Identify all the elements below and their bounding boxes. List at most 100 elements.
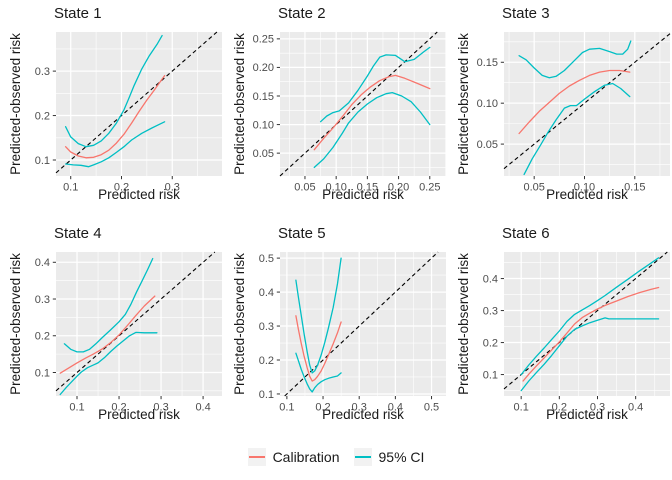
y-tick-label: 0.4 xyxy=(483,273,498,285)
calibration-line xyxy=(522,286,660,382)
minor-gridlines xyxy=(280,32,446,176)
legend-entry-ci: 95% CI xyxy=(353,448,425,466)
major-gridlines xyxy=(56,252,222,396)
95-ci-lower-line xyxy=(523,82,631,176)
y-tick-label: 0.25 xyxy=(253,34,274,46)
panel-plot-state-2: 0.05 0.10 0.15 0.20 0.25 0.05 0.10 0.15 0.20 0.25 xyxy=(253,31,446,194)
x-tick-label: 0.25 xyxy=(419,182,440,194)
x-axis-title: Predicted risk xyxy=(98,407,180,422)
x-tick-label: 0.20 xyxy=(388,182,409,194)
plot-title: State 4 xyxy=(54,225,102,242)
legend-entry-calibration: Calibration xyxy=(247,448,340,466)
minor-gridlines xyxy=(280,252,446,396)
major-gridlines xyxy=(280,32,446,176)
identity-reference-line xyxy=(279,31,438,177)
x-tick-label: 0.1 xyxy=(514,402,529,414)
subplot-state-6: State 6 Predicted-observed risk 0.1 0.2 0.… xyxy=(448,220,672,434)
x-tick-label: 0.1 xyxy=(63,182,78,194)
tick-marks xyxy=(52,70,173,180)
tick-labels: 0.05 0.10 0.15 0.20 0.25 0.05 0.10 0.15 0.20 0.25 xyxy=(253,34,441,194)
x-tick-label: 0.3 xyxy=(590,402,605,414)
y-tick-label: 0.15 xyxy=(253,91,274,103)
identity-reference-line xyxy=(55,31,218,174)
plot-title: State 1 xyxy=(54,5,102,22)
y-tick-label: 0.3 xyxy=(483,305,498,317)
x-tick-label: 0.2 xyxy=(552,402,567,414)
95-ci-lower-line xyxy=(520,317,660,392)
95-ci-upper-line xyxy=(518,40,632,79)
identity-reference-line xyxy=(55,251,216,392)
x-axis-title: Predicted risk xyxy=(546,407,628,422)
x-tick-label: 0.05 xyxy=(523,182,544,194)
calibration-line xyxy=(295,315,342,382)
95-ci-lower-line xyxy=(64,121,166,168)
y-tick-label: 0.10 xyxy=(477,98,498,110)
x-tick-label: 0.15 xyxy=(624,182,645,194)
95-ci-upper-line xyxy=(520,257,660,376)
95-ci-upper-line xyxy=(63,257,154,353)
y-tick-label: 0.1 xyxy=(483,369,498,381)
legend: Calibration 95% CI xyxy=(0,442,672,472)
tick-labels: 0.1 0.2 0.3 0.1 0.2 0.3 xyxy=(35,66,180,194)
x-tick-label: 0.2 xyxy=(114,182,129,194)
x-tick-label: 0.3 xyxy=(165,182,180,194)
x-tick-label: 0.3 xyxy=(352,402,367,414)
y-tick-label: 0.3 xyxy=(259,321,274,333)
tick-marks xyxy=(500,61,636,180)
calibration-line xyxy=(59,295,156,374)
calibration-line xyxy=(64,74,166,159)
subplot-state-1: State 1 Predicted-observed risk 0.1 0.2 0.… xyxy=(0,0,224,214)
panel-plot-state-6: 0.1 0.2 0.3 0.4 0.1 0.2 0.3 0.4 xyxy=(483,251,670,414)
y-tick-label: 0.20 xyxy=(253,62,274,74)
y-tick-label: 0.05 xyxy=(477,139,498,151)
x-tick-label: 0.15 xyxy=(357,182,378,194)
identity-reference-line xyxy=(284,251,439,397)
95-ci-lower-line xyxy=(295,352,342,393)
tick-labels: 0.05 0.10 0.15 0.05 0.10 0.15 xyxy=(477,57,646,193)
calibration-line-icon xyxy=(248,456,265,458)
y-tick-label: 0.2 xyxy=(259,355,274,367)
major-gridlines xyxy=(504,32,670,176)
panel-background xyxy=(280,252,446,396)
tick-marks xyxy=(276,38,431,180)
95-ci-lower-line xyxy=(59,331,158,396)
y-tick-label: 0.05 xyxy=(253,148,274,160)
major-gridlines xyxy=(56,32,222,176)
tick-labels: 0.1 0.2 0.3 0.4 0.1 0.2 0.3 0.4 xyxy=(35,257,211,413)
y-tick-label: 0.4 xyxy=(35,257,50,269)
panel-plot-state-3: 0.05 0.10 0.15 0.05 0.10 0.15 xyxy=(477,32,671,194)
legend-key-ci xyxy=(353,448,372,466)
y-tick-label: 0.1 xyxy=(35,155,50,167)
y-tick-label: 0.5 xyxy=(259,253,274,265)
x-tick-label: 0.2 xyxy=(111,402,126,414)
minor-gridlines xyxy=(56,32,222,176)
major-gridlines xyxy=(504,252,670,396)
x-tick-label: 0.1 xyxy=(279,402,294,414)
y-tick-label: 0.1 xyxy=(259,389,274,401)
calibration-line xyxy=(518,69,631,135)
x-tick-label: 0.10 xyxy=(325,182,346,194)
y-tick-label: 0.3 xyxy=(35,66,50,78)
subplot-state-5: State 5 Predicted-observed risk 0.1 0.2 0.… xyxy=(224,220,448,434)
x-tick-label: 0.5 xyxy=(424,402,439,414)
plot-title: State 3 xyxy=(502,5,550,22)
legend-key-calibration xyxy=(247,448,266,466)
panel-plot-state-5: 0.1 0.2 0.3 0.4 0.5 0.1 0.2 0.3 0.4 0.5 xyxy=(259,251,446,414)
x-axis-title: Predicted risk xyxy=(98,187,180,202)
identity-reference-line xyxy=(503,251,668,390)
legend-label: 95% CI xyxy=(378,449,425,465)
subplot-state-4: State 4 Predicted-observed risk 0.1 0.2 0.… xyxy=(0,220,224,434)
x-tick-label: 0.4 xyxy=(195,402,210,414)
x-tick-label: 0.4 xyxy=(628,402,643,414)
x-axis-title: Predicted risk xyxy=(322,407,404,422)
minor-gridlines xyxy=(504,32,670,176)
y-tick-label: 0.2 xyxy=(483,337,498,349)
95-ci-upper-line xyxy=(319,46,431,123)
y-tick-label: 0.2 xyxy=(35,331,50,343)
panel-background xyxy=(56,252,222,396)
95-ci-upper-line xyxy=(64,34,163,148)
x-tick-label: 0.10 xyxy=(574,182,595,194)
tick-labels: 0.1 0.2 0.3 0.4 0.1 0.2 0.3 0.4 xyxy=(483,273,644,413)
plot-title: State 5 xyxy=(278,225,326,242)
